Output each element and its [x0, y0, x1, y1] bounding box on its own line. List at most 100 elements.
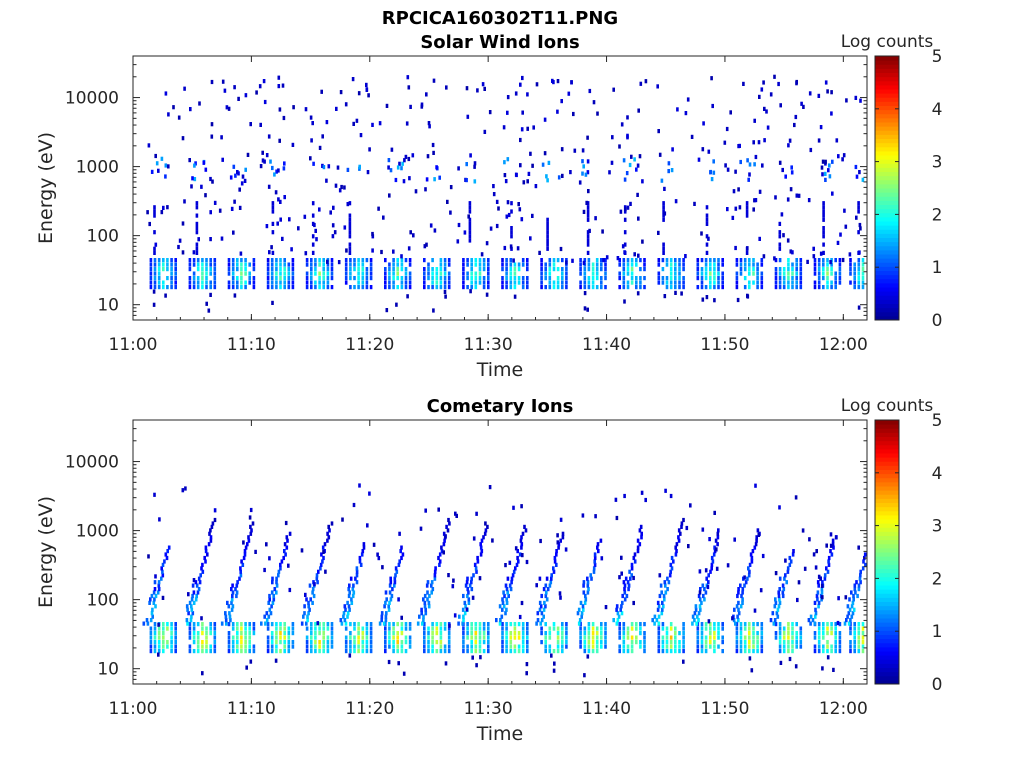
- heatmap-cell: [674, 280, 677, 285]
- heatmap-cell: [279, 258, 282, 263]
- heatmap-cell: [787, 280, 790, 285]
- heatmap-cell: [201, 262, 204, 267]
- heatmap-cell: [153, 580, 157, 585]
- heatmap-cell: [739, 626, 743, 631]
- heatmap-cell: [210, 122, 214, 127]
- heatmap-cell: [267, 614, 271, 619]
- heatmap-cell: [231, 262, 235, 267]
- heatmap-cell: [721, 258, 724, 263]
- heatmap-cell: [510, 246, 513, 251]
- heatmap-cell: [233, 85, 236, 90]
- heatmap-cell: [314, 285, 317, 290]
- heatmap-cell: [361, 626, 365, 631]
- heatmap-cell: [830, 626, 833, 631]
- heatmap-cell: [435, 165, 438, 170]
- heatmap-cell: [561, 276, 564, 281]
- x-tick-label: 12:00: [819, 335, 868, 355]
- heatmap-cell: [404, 280, 408, 285]
- heatmap-cell: [188, 626, 192, 631]
- heatmap-cell: [752, 267, 755, 272]
- heatmap-cell: [761, 553, 765, 559]
- heatmap-cell: [361, 635, 365, 640]
- heatmap-cell: [817, 93, 821, 98]
- heatmap-cell: [235, 590, 239, 595]
- heatmap-cell: [150, 169, 154, 174]
- heatmap-cell: [174, 640, 177, 645]
- heatmap-cell: [153, 626, 157, 631]
- heatmap-cell: [388, 583, 392, 588]
- heatmap-cell: [709, 622, 712, 627]
- heatmap-cell: [357, 622, 360, 627]
- heatmap-cell: [478, 635, 482, 640]
- heatmap-cell: [174, 631, 177, 636]
- heatmap-cell: [513, 644, 517, 649]
- heatmap-cell: [526, 649, 529, 654]
- heatmap-cell: [601, 229, 604, 234]
- heatmap-cell: [166, 262, 169, 267]
- heatmap-cell: [282, 166, 286, 171]
- heatmap-cell: [778, 246, 782, 251]
- heatmap-cell: [544, 622, 547, 627]
- colorbar-tick-label: 0: [932, 311, 943, 331]
- heatmap-cell: [556, 258, 560, 263]
- heatmap-cell: [505, 271, 508, 276]
- heatmap-cell: [353, 649, 356, 654]
- heatmap-cell: [465, 162, 468, 167]
- colorbar-step: [875, 651, 899, 656]
- heatmap-cell: [680, 524, 683, 529]
- heatmap-cell: [756, 262, 759, 267]
- heatmap-cell: [431, 626, 434, 631]
- heatmap-cell: [283, 271, 286, 276]
- heatmap-cell: [426, 580, 430, 585]
- heatmap-cell: [626, 635, 630, 640]
- heatmap-cell: [462, 649, 465, 654]
- heatmap-cell: [170, 640, 173, 645]
- heatmap-cell: [721, 635, 724, 640]
- heatmap-cell: [400, 644, 404, 649]
- colorbar-step: [875, 618, 899, 623]
- heatmap-cell: [361, 549, 365, 554]
- heatmap-cell: [468, 221, 472, 226]
- heatmap-cell: [526, 644, 529, 649]
- heatmap-cell: [157, 640, 161, 645]
- heatmap-cell: [190, 614, 193, 619]
- heatmap-cell: [396, 165, 400, 170]
- heatmap-cell: [752, 640, 755, 645]
- heatmap-cell: [275, 622, 278, 627]
- heatmap-cell: [854, 164, 858, 170]
- heatmap-cell: [433, 569, 437, 574]
- heatmap-cell: [782, 649, 786, 654]
- heatmap-cell: [774, 635, 778, 640]
- heatmap-cell: [521, 622, 525, 627]
- heatmap-cell: [513, 294, 517, 299]
- heatmap-cell: [582, 580, 586, 585]
- heatmap-cell: [858, 250, 861, 255]
- heatmap-cell: [552, 267, 556, 272]
- heatmap-cell: [306, 618, 309, 623]
- heatmap-cell: [665, 640, 669, 645]
- heatmap-cell: [268, 593, 271, 599]
- heatmap-cell: [550, 576, 553, 581]
- heatmap-cell: [756, 280, 759, 285]
- heatmap-cell: [352, 590, 356, 595]
- heatmap-cell: [449, 210, 452, 215]
- heatmap-cell: [542, 587, 546, 592]
- heatmap-cell: [213, 517, 217, 523]
- heatmap-cell: [564, 547, 568, 552]
- heatmap-cell: [283, 649, 286, 654]
- heatmap-cell: [209, 258, 212, 263]
- heatmap-cell: [760, 271, 764, 276]
- colorbar-step: [875, 679, 899, 685]
- colorbar-tick-label: 1: [932, 258, 943, 278]
- heatmap-cell: [404, 154, 408, 159]
- heatmap-cell: [784, 174, 787, 179]
- heatmap-cell: [538, 250, 541, 255]
- heatmap-cell: [271, 205, 275, 210]
- heatmap-cell: [344, 649, 348, 654]
- heatmap-cell: [291, 644, 295, 649]
- heatmap-cell: [746, 294, 750, 299]
- heatmap-cell: [540, 285, 543, 290]
- heatmap-cell: [552, 280, 556, 285]
- heatmap-cell: [482, 649, 486, 654]
- heatmap-cell: [700, 644, 704, 649]
